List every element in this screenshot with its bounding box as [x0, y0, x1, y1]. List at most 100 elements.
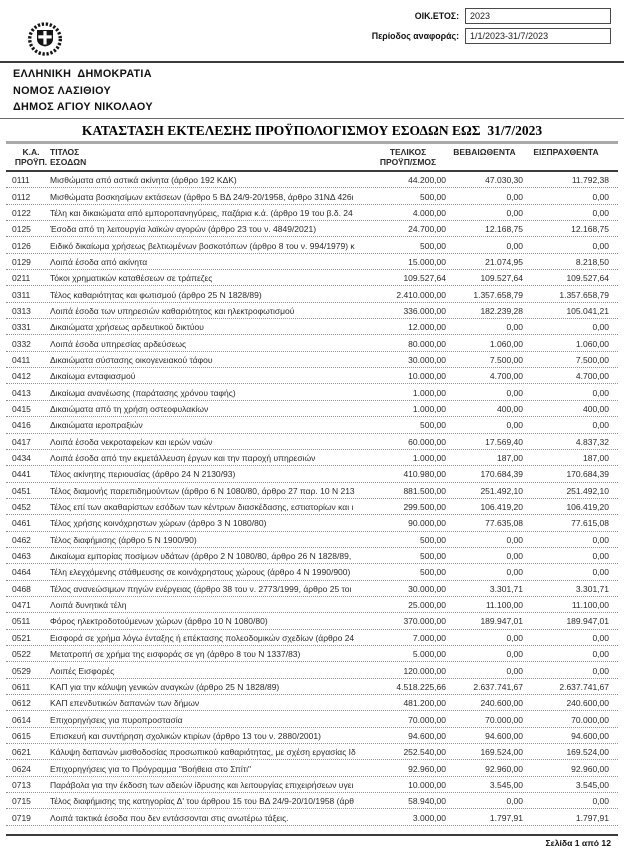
column-header-code: Κ.Α. ΠΡΟΫΠ. [14, 147, 48, 167]
row-title: Δικαιώματα σύστασης οικογενειακού τάφου [50, 354, 213, 365]
row-title: Επισκευή και συντήρηση σχολικών κτιρίων … [50, 730, 321, 741]
column-header-assessed: ΒΕΒΑΙΩΘΕΝΤΑ [453, 147, 516, 157]
row-assessed: 0,00 [506, 322, 523, 333]
row-code: 0332 [12, 338, 31, 349]
row-collected: 1.797,91 [575, 812, 609, 823]
period-input[interactable]: 1/1/2023-31/7/2023 [465, 28, 611, 44]
row-title: Τόκοι χρηματικών καταθέσεων σε τράπεζες [50, 273, 213, 284]
row-code: 0415 [12, 404, 31, 414]
table-row: 0462 Τέλος διαφήμισης (άρθρο 5 Ν 1900/90… [6, 532, 618, 548]
row-collected: 251.492,10 [566, 485, 609, 496]
row-final-budget: 92.960,00 [408, 763, 446, 774]
table-header-row: Κ.Α. ΠΡΟΫΠ. ΤΙΤΛΟΣ ΕΣΟΔΩΝ ΤΕΛΙΚΟΣ ΠΡΟΫΠ/… [6, 141, 618, 172]
row-collected: 187,00 [583, 453, 609, 464]
row-assessed: 11.100,00 [485, 600, 523, 611]
row-collected: 0,00 [592, 796, 609, 807]
period-value: 1/1/2023-31/7/2023 [470, 31, 549, 41]
table-row: 0111 Μισθώματα από αστικά ακίνητα (άρθρο… [6, 172, 618, 189]
row-assessed: 3.545,00 [489, 779, 523, 790]
row-title: Λοιπές Εισφορές [50, 665, 115, 676]
row-code: 0522 [12, 649, 31, 660]
row-assessed: 0,00 [506, 649, 523, 660]
row-title: Εισφορά σε χρήμα λόγω ένταξης ή επέκταση… [50, 632, 355, 643]
row-collected: 0,00 [592, 632, 609, 643]
row-final-budget: 7.000,00 [412, 632, 446, 643]
row-final-budget: 299.500,00 [403, 502, 446, 513]
row-title: Μισθώματα από αστικά ακίνητα (άρθρο 192 … [50, 175, 237, 186]
row-collected: 77.615,08 [571, 518, 609, 529]
row-code: 0434 [12, 453, 31, 464]
table-row: 0331 Δικαιώματα χρήσεως αρδευτικού δικτύ… [6, 319, 618, 336]
row-title: Δικαιώματα χρήσεως αρδευτικού δικτύου [50, 322, 204, 333]
table-row: 0511 Φόρος ηλεκτροδοτούμενων χώρων (άρθρ… [6, 613, 618, 630]
row-code: 0412 [12, 371, 31, 382]
row-final-budget: 500,00 [420, 551, 446, 562]
row-code: 0451 [12, 485, 31, 496]
table-row: 0112 Μισθώματα βοσκησίμων εκτάσεων (άρθρ… [6, 188, 618, 205]
org-line-municipality: ΔΗΜΟΣ ΑΓΙΟΥ ΝΙΚΟΛΑΟΥ [13, 101, 153, 113]
row-assessed: 109.527,64 [480, 273, 523, 284]
table-row: 0468 Τέλος ανανεώσιμων πηγών ενέργειας (… [6, 581, 618, 597]
table-row: 0413 Δικαίωμα ανανέωσης (παράτασης χρόνο… [6, 384, 618, 401]
period-row: Περίοδος αναφοράς: 1/1/2023-31/7/2023 [372, 28, 611, 44]
row-final-budget: 80.000,00 [408, 338, 446, 349]
row-collected: 169.524,00 [566, 747, 609, 758]
table-row: 0416 Δικαιώματα ιεροπραξιών 500,00 0,00 … [6, 417, 618, 434]
row-final-budget: 24.700,00 [408, 224, 446, 235]
table-row: 0719 Λοιπά τακτικά έσοδα που δεν εντάσσο… [6, 809, 618, 826]
row-assessed: 92.960,00 [485, 763, 523, 774]
row-title: Μισθώματα βοσκησίμων εκτάσεων (άρθρο 5 Β… [50, 191, 354, 202]
row-assessed: 7.500,00 [489, 354, 523, 365]
row-collected: 12.168,75 [571, 224, 609, 235]
row-final-budget: 881.500,00 [403, 485, 446, 496]
row-code: 0611 [12, 681, 31, 692]
fiscal-year-label: ΟΙΚ.ΕΤΟΣ: [414, 11, 459, 21]
row-title: Φόρος ηλεκτροδοτούμενων χώρων (άρθρο 10 … [50, 616, 268, 627]
row-collected: 240.600,00 [566, 698, 609, 709]
row-assessed: 0,00 [506, 567, 523, 578]
table-row: 0624 Επιχορηγήσεις για το Πρόγραμμα "Βοή… [6, 760, 618, 777]
row-assessed: 0,00 [506, 420, 523, 431]
row-collected: 0,00 [592, 322, 609, 333]
row-final-budget: 44.200,00 [408, 175, 446, 186]
row-title: Τέλη και δικαιώματα από εμποροπανηγύρεις… [50, 207, 353, 218]
table-row: 0452 Τέλος επί των ακαθαρίστων εσόδων τω… [6, 499, 618, 516]
table-row: 0522 Μετατροπή σε χρήμα της εισφοράς σε … [6, 646, 618, 663]
row-title: ΚΑΠ για την κάλυψη γενικών αναγκών (άρθρ… [50, 681, 280, 692]
table-row: 0461 Τέλος χρήσης κοινόχρηστων χώρων (άρ… [6, 515, 618, 532]
row-collected: 1.060,00 [575, 338, 609, 349]
row-code: 0614 [12, 714, 31, 725]
row-title: Επιχορηγήσεις για το Πρόγραμμα "Βοήθεια … [50, 763, 252, 774]
row-final-budget: 25.000,00 [408, 600, 446, 611]
row-title: Λοιπά έσοδα υπηρεσίας αρδεύσεως [50, 338, 187, 349]
row-code: 0463 [12, 551, 31, 562]
row-code: 0111 [12, 175, 30, 186]
row-final-budget: 2.410.000,00 [396, 289, 446, 300]
row-code: 0125 [12, 224, 31, 235]
row-title: Κάλυψη δαπανών μισθοδοσίας προσωπικού κα… [50, 747, 356, 758]
row-collected: 11.100,00 [571, 600, 609, 611]
row-collected: 189.947,01 [566, 616, 609, 627]
organization-block: ΕΛΛΗΝΙΚΗ ΔΗΜΟΚΡΑΤΙΑ ΝΟΜΟΣ ΛΑΣΙΘΙΟΥ ΔΗΜΟΣ… [13, 66, 153, 116]
row-final-budget: 370.000,00 [403, 616, 446, 627]
row-collected: 7.500,00 [575, 354, 609, 365]
table-row: 0715 Τέλος διαφήμισης της κατηγορίας Δ' … [6, 793, 618, 810]
row-final-budget: 481.200,00 [403, 698, 446, 709]
row-collected: 3.301,71 [575, 583, 609, 594]
table-row: 0611 ΚΑΠ για την κάλυψη γενικών αναγκών … [6, 679, 618, 695]
row-title: Λοιπά έσοδα από την εκμετάλλευση έργων κ… [50, 453, 316, 464]
column-header-final-budget: ΤΕΛΙΚΟΣ ΠΡΟΫΠ/ΣΜΟΣ [379, 147, 437, 167]
row-final-budget: 500,00 [420, 420, 446, 431]
table-row: 0463 Δικαίωμα εμπορίας ποσίμων υδάτων (ά… [6, 548, 618, 565]
row-title: Τέλος χρήσης κοινόχρηστων χώρων (άρθρο 3… [50, 518, 267, 529]
row-code: 0621 [12, 747, 31, 758]
row-assessed: 1.060,00 [489, 338, 523, 349]
row-code: 0615 [12, 730, 31, 741]
row-assessed: 182.239,28 [480, 305, 523, 316]
fiscal-year-input[interactable]: 2023 [465, 8, 611, 24]
row-collected: 3.545,00 [575, 779, 609, 790]
row-collected: 0,00 [592, 387, 609, 398]
row-assessed: 4.700,00 [489, 371, 523, 382]
table-row: 0311 Τέλος καθαριότητας και φωτισμού (άρ… [6, 286, 618, 303]
